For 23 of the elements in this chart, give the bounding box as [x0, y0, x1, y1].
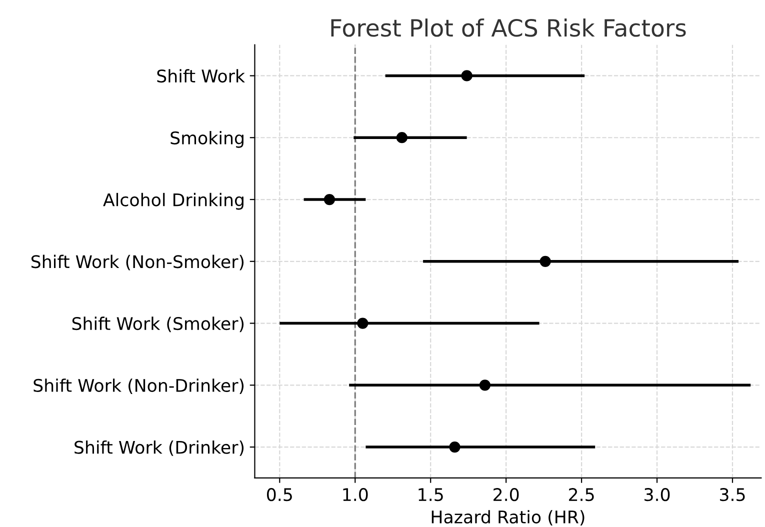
x-axis-title: Hazard Ratio (HR): [432, 510, 584, 526]
point: [357, 318, 368, 329]
point: [449, 441, 460, 453]
x-tick-label: 2.0: [494, 488, 519, 502]
point: [324, 194, 336, 206]
x-tick-label: 3.0: [644, 488, 670, 502]
y-tick-label: Shift Work (Non-Drinker): [34, 378, 244, 394]
chart-title: Forest Plot of ACS Risk Factors: [331, 18, 686, 37]
point: [396, 132, 408, 144]
x-tick-label: 1.0: [343, 488, 368, 502]
y-tick-label: Shift Work (Non-Smoker): [31, 254, 244, 270]
y-tick-label: Alcohol Drinking: [103, 192, 244, 210]
y-tick-label: Shift Work (Smoker): [72, 316, 244, 332]
x-tick-label: 1.5: [418, 488, 443, 502]
point: [461, 70, 472, 82]
y-tick-label: Shift Work: [157, 69, 245, 83]
point: [540, 256, 551, 267]
y-tick-label: Smoking: [170, 131, 244, 148]
x-tick-label: 2.5: [569, 488, 594, 502]
x-tick-label: 3.5: [720, 488, 745, 502]
point: [479, 380, 491, 391]
y-tick-label: Shift Work (Drinker): [74, 440, 244, 456]
x-tick-label: 0.5: [266, 488, 292, 502]
